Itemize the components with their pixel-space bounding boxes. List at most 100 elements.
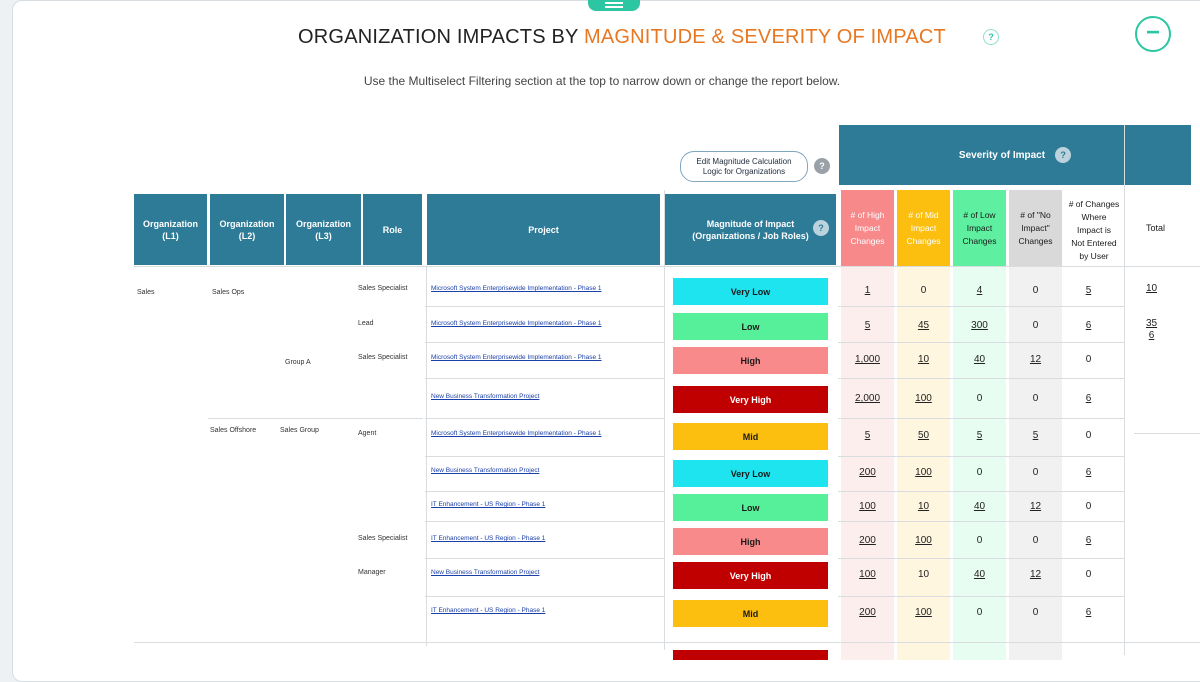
header-text: Impact" (1021, 222, 1050, 233)
low-count[interactable]: 0 (976, 535, 983, 546)
header-text: Magnitude of Impact (706, 218, 795, 229)
no-count: 0 (1032, 467, 1039, 478)
ne-count[interactable]: 6 (1085, 393, 1092, 404)
low-count[interactable]: 4 (976, 285, 983, 296)
no-column-bg (1009, 190, 1062, 660)
mid-count[interactable]: 100 (915, 467, 932, 478)
project-link[interactable]: New Business Transformation Project (431, 393, 540, 400)
header-magnitude[interactable]: Magnitude of Impact (Organizations / Job … (665, 194, 836, 265)
no-count[interactable]: 5 (1032, 430, 1039, 441)
header-text: Organization (219, 218, 275, 229)
header-text: by User (1079, 250, 1109, 261)
help-icon[interactable]: ? (813, 220, 829, 236)
header-text: (L2) (238, 230, 256, 241)
mid-count[interactable]: 10 (917, 354, 930, 365)
menu-icon[interactable] (588, 0, 640, 11)
high-count[interactable]: 5 (864, 320, 871, 331)
low-count[interactable]: 40 (973, 569, 986, 580)
mid-count[interactable]: 100 (915, 393, 932, 404)
high-count[interactable]: 2,000 (854, 393, 881, 404)
divider (425, 521, 665, 522)
mid-count[interactable]: 10 (917, 501, 930, 512)
divider (426, 266, 427, 646)
project-link[interactable]: Microsoft System Enterprisewide Implemen… (431, 285, 602, 292)
mid-count[interactable]: 100 (915, 535, 932, 546)
mid-column-bg (897, 190, 950, 660)
ne-count[interactable]: 6 (1085, 320, 1092, 331)
edit-line-2: Logic for Organizations (702, 166, 786, 176)
no-count: 0 (1032, 285, 1039, 296)
no-count: 0 (1032, 320, 1039, 331)
header-total[interactable]: Total (1145, 222, 1165, 233)
high-count[interactable]: 200 (859, 607, 876, 618)
header-high[interactable]: # of High Impact Changes (841, 190, 894, 266)
no-count[interactable]: 12 (1029, 354, 1042, 365)
total-count[interactable]: 10 (1145, 283, 1158, 294)
project-link[interactable]: Microsoft System Enterprisewide Implemen… (431, 430, 602, 437)
no-count[interactable]: 0 (1032, 535, 1039, 546)
divider (425, 418, 665, 419)
mid-count[interactable]: 50 (917, 430, 930, 441)
high-count[interactable]: 100 (859, 501, 876, 512)
mid-count[interactable]: 100 (915, 607, 932, 618)
high-count[interactable]: 1 (864, 285, 871, 296)
divider (1124, 125, 1125, 655)
ne-count[interactable]: 6 (1085, 607, 1092, 618)
ne-count: 0 (1085, 354, 1092, 365)
low-column-bg (953, 190, 1006, 660)
title-prefix: ORGANIZATION IMPACTS BY (298, 26, 584, 48)
high-count[interactable]: 5 (864, 430, 871, 441)
header-no-impact[interactable]: # of "No Impact" Changes (1009, 190, 1062, 266)
project-link[interactable]: Microsoft System Enterprisewide Implemen… (431, 320, 602, 327)
header-mid[interactable]: # of Mid Impact Changes (897, 190, 950, 266)
mid-count[interactable]: 45 (917, 320, 930, 331)
header-org-l1[interactable]: Organization (L1) (134, 194, 207, 265)
project-link[interactable]: New Business Transformation Project (431, 569, 540, 576)
high-count[interactable]: 1,000 (854, 354, 881, 365)
total-count[interactable]: 35 6 (1145, 318, 1158, 341)
header-text: # of Low (963, 209, 996, 220)
mid-count: 0 (920, 285, 927, 296)
header-text: # of Changes (1068, 198, 1120, 209)
low-count: 0 (976, 607, 983, 618)
help-icon[interactable]: ? (983, 29, 999, 45)
title-accent: MAGNITUDE & SEVERITY OF IMPACT (583, 26, 946, 48)
high-count[interactable]: 200 (859, 467, 876, 478)
ne-count[interactable]: 5 (1085, 285, 1092, 296)
ne-count[interactable]: 6 (1085, 467, 1092, 478)
low-count[interactable]: 5 (976, 430, 983, 441)
header-project[interactable]: Project (427, 194, 660, 265)
project-link[interactable]: IT Enhancement - US Region - Phase 1 (431, 501, 546, 508)
ne-count[interactable]: 6 (1085, 535, 1092, 546)
header-text: # of "No (1020, 209, 1051, 220)
low-count[interactable]: 300 (971, 320, 988, 331)
project-link[interactable]: New Business Transformation Project (431, 467, 540, 474)
high-count[interactable]: 100 (859, 569, 876, 580)
low-count: 0 (976, 467, 983, 478)
project-link[interactable]: IT Enhancement - US Region - Phase 1 (431, 535, 546, 542)
project-link[interactable]: IT Enhancement - US Region - Phase 1 (431, 607, 546, 614)
header-org-l2[interactable]: Organization (L2) (210, 194, 284, 265)
divider (838, 342, 1124, 343)
no-count[interactable]: 12 (1029, 569, 1042, 580)
help-icon[interactable]: ? (1055, 147, 1072, 163)
header-low[interactable]: # of Low Impact Changes (953, 190, 1006, 266)
low-count[interactable]: 40 (973, 501, 986, 512)
edit-magnitude-logic-button[interactable]: Edit Magnitude Calculation Logic for Orga… (680, 151, 808, 182)
low-count[interactable]: 40 (973, 354, 986, 365)
no-count[interactable]: 12 (1029, 501, 1042, 512)
header-org-l3[interactable]: Organization (L3) (286, 194, 361, 265)
header-role[interactable]: Role (363, 194, 422, 265)
header-not-entered[interactable]: # of Changes Where Impact is Not Entered by … (1064, 192, 1124, 268)
mid-count: 10 (917, 569, 930, 580)
help-icon[interactable]: ? (814, 158, 830, 174)
divider (838, 418, 1124, 419)
role-cell: Sales Specialist (358, 535, 408, 542)
high-count[interactable]: 200 (859, 535, 876, 546)
divider (425, 306, 665, 307)
project-link[interactable]: Microsoft System Enterprisewide Implemen… (431, 354, 602, 361)
role-cell: Manager (358, 569, 386, 576)
collapse-button[interactable]: − (1135, 16, 1171, 52)
header-text: Severity of Impact (958, 149, 1046, 161)
header-severity: Severity of Impact ? (839, 125, 1191, 185)
